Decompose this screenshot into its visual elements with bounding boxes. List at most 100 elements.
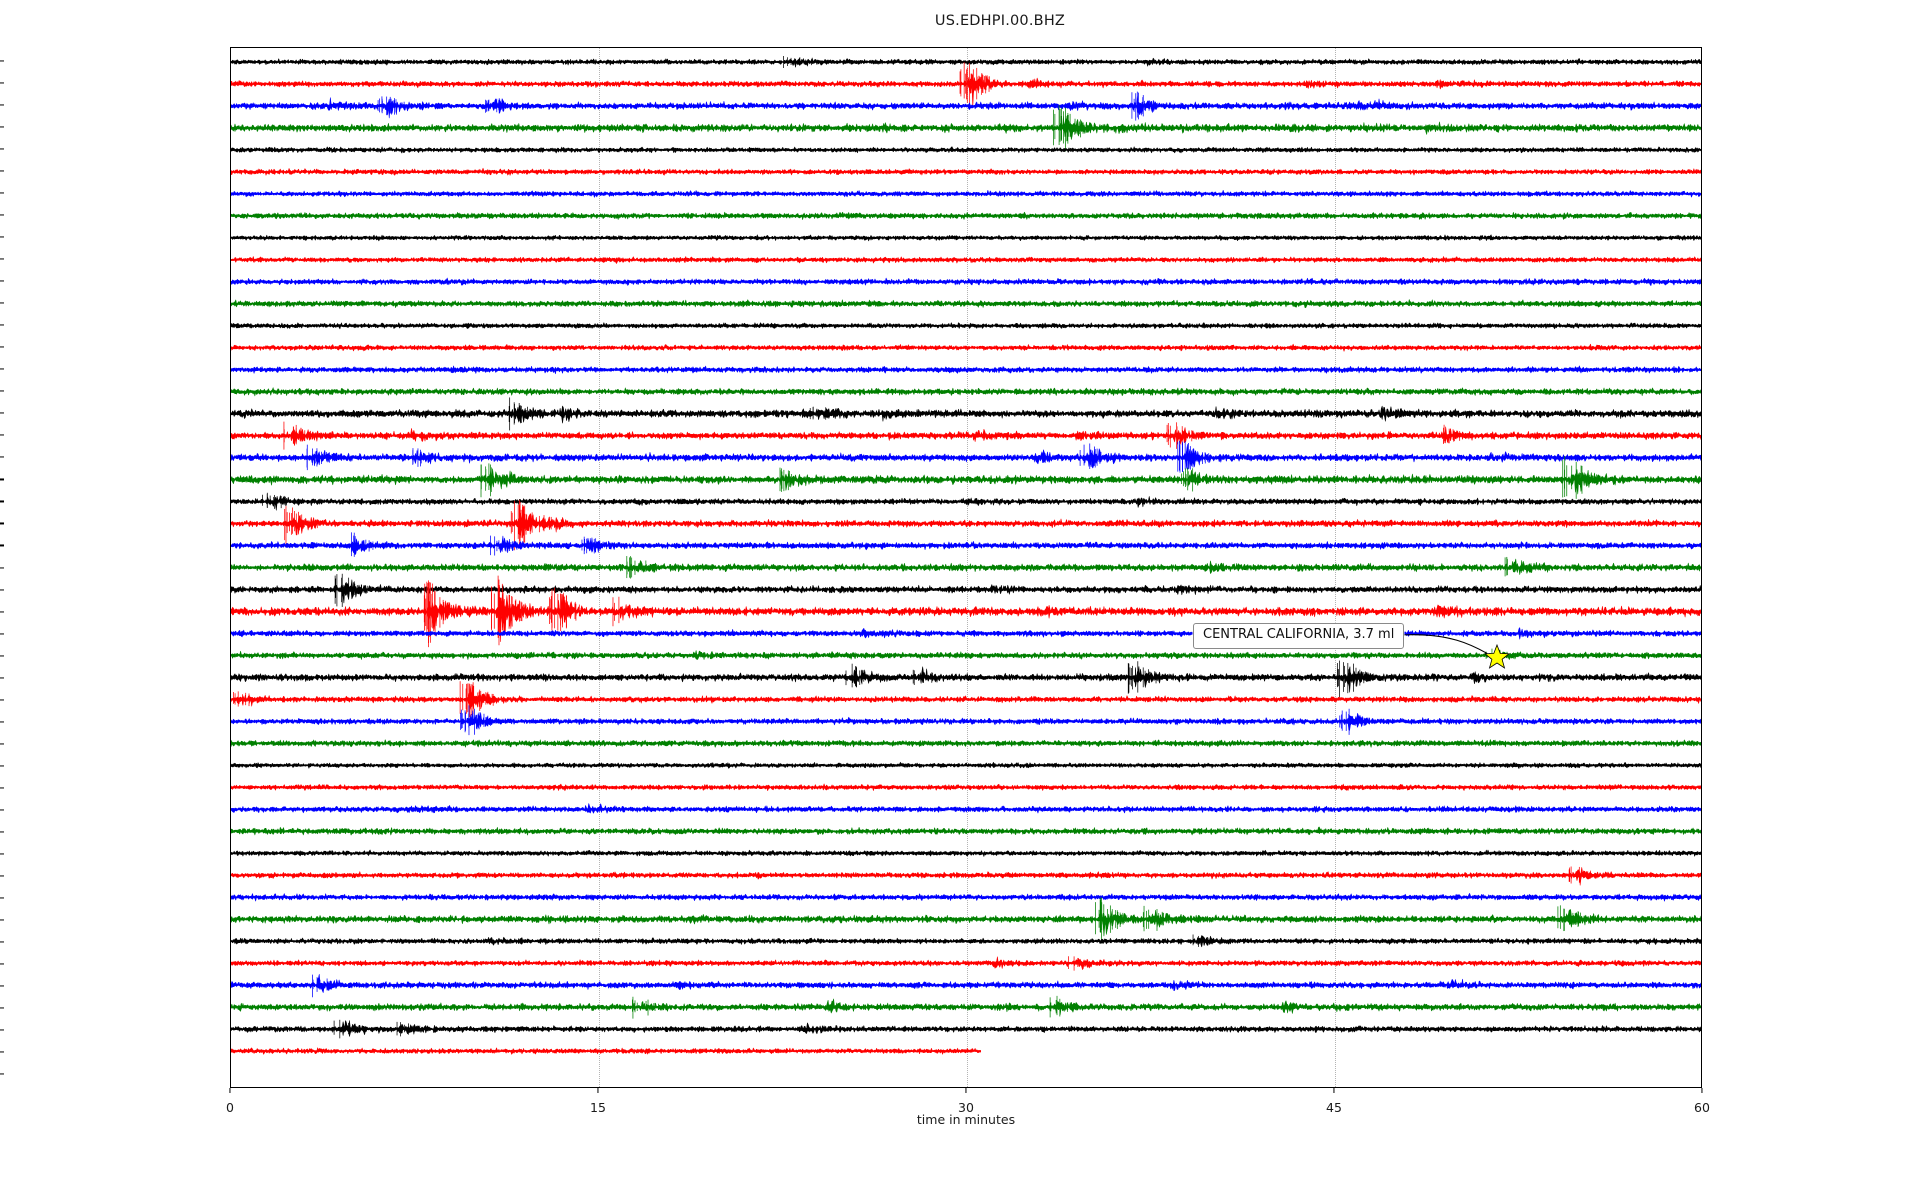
y-tick-mark	[0, 104, 4, 106]
y-tick-mark	[0, 743, 4, 745]
seismogram-trace	[231, 867, 1701, 886]
seismogram-trace	[231, 579, 1701, 604]
x-tick-label: 45	[1326, 1100, 1342, 1115]
seismogram-trace	[231, 73, 1701, 107]
seismogram-trace	[231, 893, 1701, 902]
seismogram-trace	[231, 684, 1701, 710]
plot-title-text: US.EDHPI.00.BHZ	[934, 13, 1066, 29]
seismogram-trace	[231, 783, 1701, 792]
seismogram-trace	[231, 387, 1701, 397]
y-tick-mark	[0, 522, 4, 524]
y-tick-mark	[0, 1007, 4, 1009]
trace-layer	[231, 55, 1701, 1055]
star-marker[interactable]	[1483, 643, 1510, 670]
seismogram-trace	[231, 627, 1701, 640]
y-tick-mark	[0, 434, 4, 436]
seismogram-trace	[231, 909, 1701, 937]
y-axis-ticks: 00:00:0601:00:0602:00:0603:00:0604:00:06…	[0, 47, 230, 1088]
y-tick-mark	[0, 1029, 4, 1031]
seismogram-trace	[231, 277, 1701, 286]
leader-line-path	[1403, 634, 1488, 654]
y-tick-mark	[0, 919, 4, 921]
y-tick-mark	[0, 544, 4, 547]
seismogram-trace	[231, 973, 1701, 993]
seismogram-trace	[231, 211, 1701, 220]
y-tick-mark	[0, 170, 4, 172]
y-tick-mark	[0, 588, 4, 591]
y-tick-mark	[0, 831, 4, 833]
seismogram-trace	[231, 592, 1701, 642]
y-tick-mark	[0, 655, 4, 657]
seismogram-trace	[231, 57, 1701, 68]
y-tick-mark	[0, 346, 4, 348]
y-tick-mark	[0, 324, 4, 326]
seismogram-trace	[231, 803, 1701, 814]
y-tick-mark	[0, 787, 4, 789]
y-tick-mark	[0, 566, 4, 569]
y-tick-mark	[0, 478, 4, 480]
y-tick-mark	[0, 809, 4, 811]
y-tick-mark	[0, 302, 4, 304]
y-tick-mark	[0, 721, 4, 723]
y-tick-mark	[0, 699, 4, 701]
event-annotation-label[interactable]: CENTRAL CALIFORNIA, 3.7 ml	[1193, 623, 1405, 649]
y-tick-mark	[0, 390, 4, 392]
seismogram-trace	[231, 710, 1701, 731]
x-tick-mark	[597, 1088, 599, 1093]
y-tick-mark	[0, 1073, 4, 1075]
x-tick-mark	[1701, 1088, 1703, 1093]
seismogram-trace	[231, 189, 1701, 198]
seismogram-trace	[231, 935, 1701, 948]
seismogram-trace	[231, 535, 1701, 555]
y-tick-mark	[0, 192, 4, 194]
y-tick-mark	[0, 765, 4, 767]
seismogram-trace	[231, 468, 1701, 495]
x-tick-mark	[1333, 1088, 1335, 1093]
page-title: US.EDHPI.00.BHZ	[0, 13, 1920, 29]
seismogram-trace	[231, 322, 1701, 330]
y-tick-mark	[0, 368, 4, 370]
seismogram-trace	[231, 998, 1701, 1015]
seismogram-trace	[231, 826, 1701, 836]
annotation-layer: CENTRAL CALIFORNIA, 3.7 ml	[231, 48, 1701, 1087]
seismogram-trace	[231, 365, 1701, 375]
seismogram-trace	[231, 956, 1701, 970]
x-tick-label: 60	[1694, 1100, 1710, 1115]
y-tick-mark	[0, 280, 4, 282]
seismogram-trace	[231, 256, 1701, 264]
seismogram-trace	[231, 761, 1701, 769]
y-tick-mark	[0, 126, 4, 128]
y-tick-mark	[0, 633, 4, 635]
seismogram-trace	[231, 95, 1701, 119]
seismogram-trace	[231, 739, 1701, 748]
seismogram-trace	[231, 1047, 981, 1055]
y-tick-mark	[0, 500, 4, 502]
annotation-leader-line	[1403, 634, 1488, 654]
seismogram-trace	[231, 666, 1701, 693]
y-tick-mark	[0, 1051, 4, 1053]
y-tick-mark	[0, 677, 4, 679]
seismogram-trace	[231, 343, 1701, 352]
seismogram-trace	[231, 1020, 1701, 1037]
y-tick-mark	[0, 456, 4, 458]
seismogram-trace	[231, 116, 1701, 140]
y-tick-mark	[0, 258, 4, 260]
y-tick-mark	[0, 963, 4, 965]
y-tick-mark	[0, 941, 4, 943]
y-tick-mark	[0, 148, 4, 150]
seismogram-trace	[231, 649, 1701, 661]
y-tick-mark	[0, 853, 4, 855]
seismogram-trace	[231, 444, 1701, 469]
seismogram-trace	[231, 495, 1701, 511]
x-tick-mark	[229, 1088, 231, 1093]
seismogram-trace	[231, 558, 1701, 575]
plot-axes: CENTRAL CALIFORNIA, 3.7 ml	[230, 47, 1702, 1088]
x-tick-label: 15	[590, 1100, 606, 1115]
y-tick-mark	[0, 60, 4, 62]
y-tick-mark	[0, 875, 4, 877]
x-axis-label: time in minutes	[916, 1112, 1016, 1127]
seismogram-trace	[231, 849, 1701, 857]
seismogram-trace	[231, 299, 1701, 309]
seismogram-trace	[231, 167, 1701, 176]
